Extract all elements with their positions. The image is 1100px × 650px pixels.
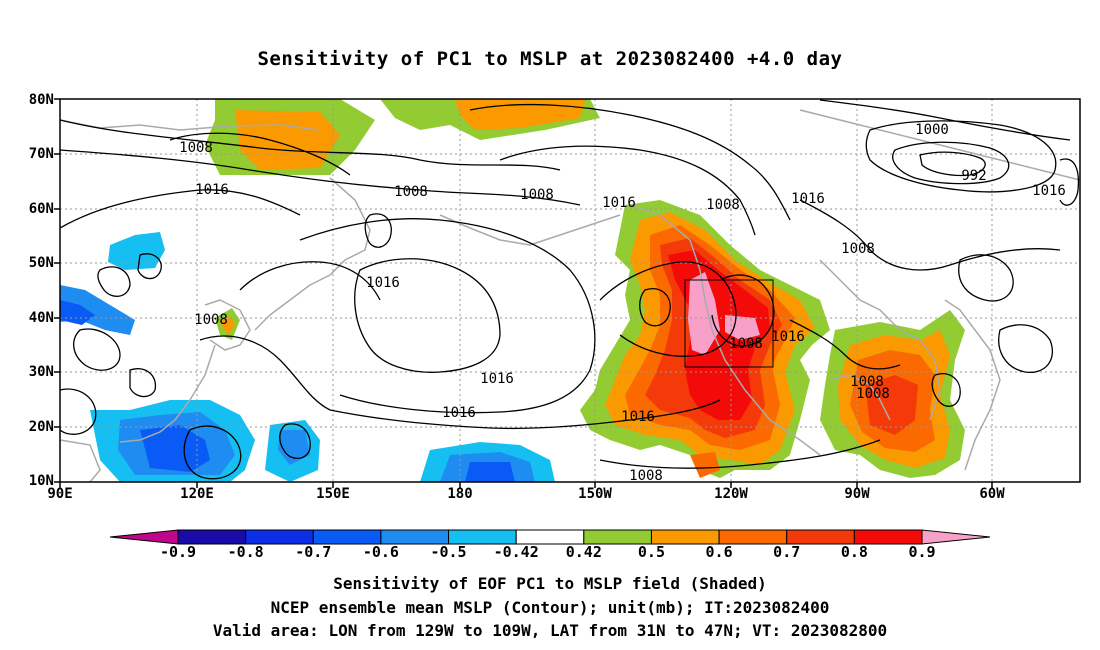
isobar-label: 1008 <box>850 374 884 390</box>
isobar-label: 1008 <box>706 197 740 213</box>
isobar-label: 1016 <box>771 329 805 345</box>
colorbar-low-extension <box>109 529 179 545</box>
colorbar-tick-label: 0.6 <box>705 543 733 561</box>
colorbar-segment <box>786 529 855 545</box>
colorbar-segment <box>177 529 247 545</box>
isobar-label: 992 <box>961 168 986 184</box>
mslp-contours <box>60 99 1080 480</box>
colorbar-tick-label: -0.42 <box>493 543 539 561</box>
isobar-label: 1000 <box>915 122 949 138</box>
lat-label-10n: 10N <box>28 473 54 489</box>
colorbar-tick-label: -0.5 <box>430 543 467 561</box>
footer-line-1: Sensitivity of EOF PC1 to MSLP field (Sh… <box>333 574 767 593</box>
isobar-label: 1008 <box>394 184 428 200</box>
map-border <box>59 98 1081 483</box>
colorbar-tick-label: 0.8 <box>840 543 868 561</box>
isobar-label: 1016 <box>1032 183 1066 199</box>
colorbar-segment <box>448 529 517 545</box>
isobar-label: 1008 <box>629 468 663 484</box>
lat-label-70n: 70N <box>28 146 54 162</box>
isobar-label: 1016 <box>442 405 476 421</box>
lon-label-90w: 90W <box>844 486 870 502</box>
lat-label-40n: 40N <box>28 310 54 326</box>
colorbar-segment <box>515 529 585 545</box>
lon-label-60w: 60W <box>979 486 1005 502</box>
isobar-label: 1016 <box>195 182 229 198</box>
colorbar-tick-label: -0.9 <box>159 543 197 561</box>
colorbar-tick-label: 0.7 <box>773 543 801 561</box>
colorbar-tick-label: -0.8 <box>227 543 264 561</box>
axis-ticks <box>54 98 993 488</box>
isobar-label: 1016 <box>366 275 400 291</box>
lon-label-150e: 150E <box>316 486 350 502</box>
colorbar-segment <box>312 529 382 545</box>
isobar-label: 1016 <box>621 409 655 425</box>
isobar-label: 1016 <box>791 191 825 207</box>
isobar-label: 1016 <box>480 371 514 387</box>
colorbar-segment <box>583 529 652 545</box>
lat-label-50n: 50N <box>28 255 54 271</box>
lon-label-180: 180 <box>447 486 473 502</box>
colorbar-tick-label: -0.6 <box>362 543 399 561</box>
isobar-label: 1008 <box>179 140 213 156</box>
lat-label-20n: 20N <box>28 419 54 435</box>
colorbar-segment <box>380 529 450 545</box>
lon-label-150w: 150W <box>578 486 612 502</box>
colorbar-tick-label: 0.42 <box>565 543 602 561</box>
colorbar <box>109 529 991 545</box>
lat-label-30n: 30N <box>28 364 54 380</box>
contour-labels: 1008 1016 1008 1008 1016 1008 1016 1000 … <box>179 122 1066 484</box>
colorbar-tick-label: -0.7 <box>295 543 332 561</box>
lat-label-60n: 60N <box>28 201 54 217</box>
lon-label-90e: 90E <box>47 486 73 502</box>
isobar-label: 1008 <box>856 386 890 402</box>
lon-label-120e: 120E <box>180 486 214 502</box>
sensitivity-shading <box>60 99 965 482</box>
colorbar-segment <box>650 529 720 545</box>
footer-line-2: NCEP ensemble mean MSLP (Contour); unit(… <box>270 598 830 617</box>
isobar-label: 1008 <box>520 187 554 203</box>
colorbar-tick-label: 0.5 <box>637 543 665 561</box>
colorbar-tick-label: 0.9 <box>908 543 936 561</box>
lon-label-120w: 120W <box>714 486 748 502</box>
lat-label-80n: 80N <box>28 92 54 108</box>
colorbar-segment <box>853 529 923 545</box>
map-title: Sensitivity of PC1 to MSLP at 2023082400… <box>257 48 843 70</box>
coastlines <box>60 109 1080 482</box>
isobar-label: 1008 <box>194 312 228 328</box>
isobar-label: 1016 <box>602 195 636 211</box>
isobar-label: 1008 <box>729 336 763 352</box>
isobar-label: 1008 <box>841 241 875 257</box>
valid-area-box <box>684 279 774 368</box>
colorbar-high-extension <box>921 529 991 545</box>
footer-line-3: Valid area: LON from 129W to 109W, LAT f… <box>212 621 888 640</box>
graticule <box>60 99 1080 482</box>
colorbar-segment <box>718 529 788 545</box>
colorbar-segment <box>245 529 314 545</box>
